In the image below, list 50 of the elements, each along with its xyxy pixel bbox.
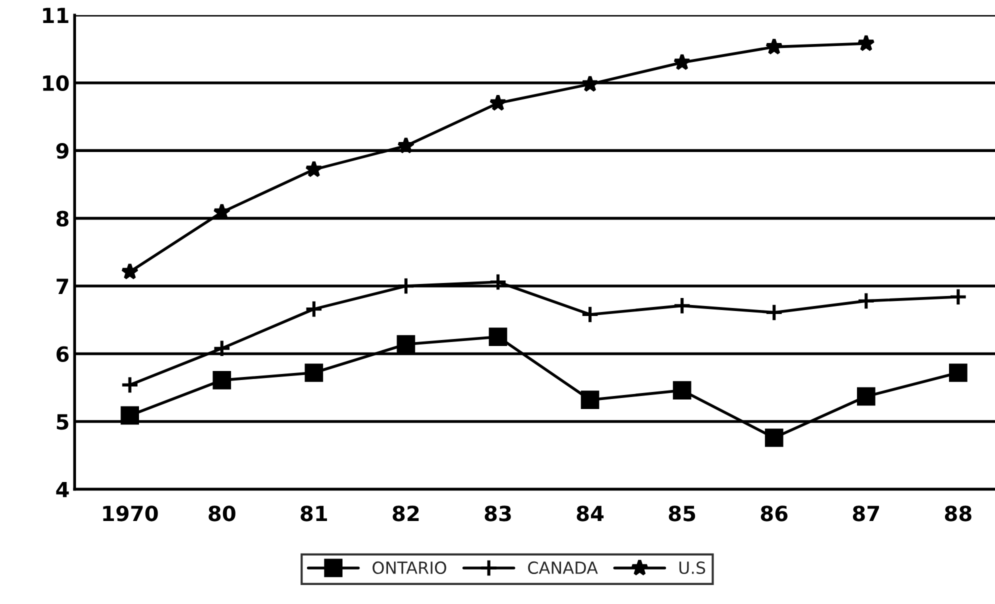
point: [304, 364, 324, 382]
x-tick-label: 83: [484, 506, 511, 522]
y-tick-label: 8: [56, 210, 68, 227]
point: [212, 371, 232, 390]
point: [397, 136, 415, 154]
x-tick-label: 86: [760, 506, 788, 522]
y-tick-label: 5: [56, 414, 68, 430]
x-tick-label: 80: [208, 506, 236, 522]
point: [581, 75, 599, 92]
x-tick-label: 82: [392, 506, 419, 522]
point: [489, 94, 507, 111]
legend-label: ONTARIO: [372, 561, 446, 574]
point: [120, 406, 140, 425]
point: [856, 387, 876, 406]
x-tick-label: 88: [944, 506, 972, 522]
point: [672, 296, 692, 315]
point: [764, 303, 784, 322]
point: [857, 34, 875, 52]
point: [949, 288, 968, 306]
x-tick-label: 85: [668, 506, 696, 522]
y-tick-label: 6: [56, 346, 69, 362]
point: [120, 376, 140, 394]
y-tick-label: 9: [56, 143, 68, 159]
point: [213, 203, 231, 220]
point: [121, 262, 139, 280]
y-tick-label: 10: [43, 75, 69, 92]
y-tick-label: 11: [43, 8, 68, 24]
x-tick-label: 1970: [103, 506, 158, 522]
point: [212, 339, 232, 358]
y-tick-label: 4: [56, 482, 69, 498]
point: [673, 53, 691, 70]
point: [672, 381, 692, 400]
point: [305, 160, 323, 178]
point: [396, 335, 416, 354]
point: [764, 428, 784, 447]
point: [765, 38, 783, 55]
point: [949, 364, 968, 382]
point: [856, 292, 876, 310]
point: [304, 300, 324, 318]
legend-label: CANADA: [528, 561, 598, 574]
x-tick-label: 84: [576, 506, 604, 522]
x-tick-label: 87: [852, 506, 879, 522]
x-tick-label: 81: [300, 506, 327, 522]
point: [488, 328, 508, 346]
point: [580, 305, 600, 324]
y-tick-label: 7: [56, 278, 68, 294]
legend-label: U.S: [679, 561, 706, 574]
point: [580, 390, 600, 409]
point: [488, 272, 508, 292]
point: [396, 276, 416, 296]
